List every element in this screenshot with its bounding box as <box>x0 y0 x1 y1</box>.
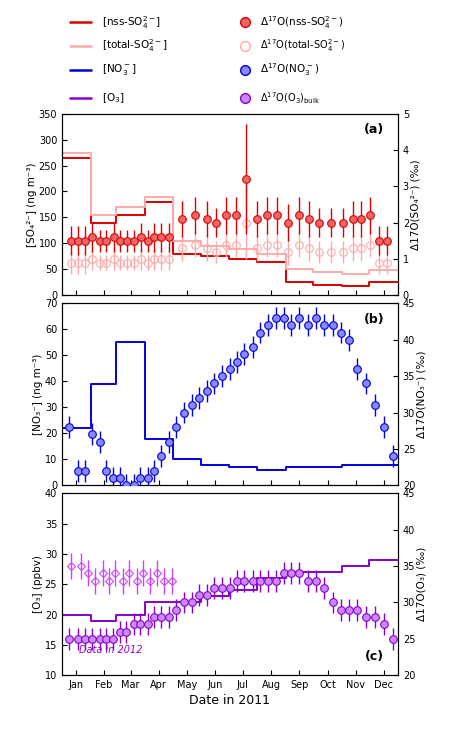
Text: $\Delta^{17}$O(O$_3$)$_\mathregular{bulk}$: $\Delta^{17}$O(O$_3$)$_\mathregular{bulk… <box>260 91 319 106</box>
Text: (c): (c) <box>364 650 384 663</box>
Text: (a): (a) <box>364 123 384 136</box>
Y-axis label: [O₃] (ppbv): [O₃] (ppbv) <box>34 556 43 613</box>
Text: (b): (b) <box>363 312 384 326</box>
Y-axis label: [SO₄²⁻] (ng m⁻³): [SO₄²⁻] (ng m⁻³) <box>27 162 37 247</box>
Y-axis label: Δ17O(O₃) (‰): Δ17O(O₃) (‰) <box>416 548 426 621</box>
X-axis label: Date in 2011: Date in 2011 <box>189 694 270 707</box>
Text: [total-SO$_4^{2-}$]: [total-SO$_4^{2-}$] <box>102 37 168 54</box>
Y-axis label: Δ17O(NO₃⁻) (‰): Δ17O(NO₃⁻) (‰) <box>416 350 426 438</box>
Text: $\Delta^{17}$O(nss-SO$_4^{2-}$): $\Delta^{17}$O(nss-SO$_4^{2-}$) <box>260 14 343 31</box>
Text: $\Delta^{17}$O(total-SO$_4^{2-}$): $\Delta^{17}$O(total-SO$_4^{2-}$) <box>260 37 344 54</box>
Text: [O$_3$]: [O$_3$] <box>102 91 124 105</box>
Y-axis label: Δ17O(SO₄²⁻) (‰): Δ17O(SO₄²⁻) (‰) <box>409 159 420 250</box>
Text: [NO$_3^-$]: [NO$_3^-$] <box>102 62 137 77</box>
Text: [nss-SO$_4^{2-}$]: [nss-SO$_4^{2-}$] <box>102 14 161 31</box>
Text: Data in 2012: Data in 2012 <box>79 645 142 656</box>
Text: $\Delta^{17}$O(NO$_3^-$): $\Delta^{17}$O(NO$_3^-$) <box>260 61 319 78</box>
Y-axis label: [NO₃⁻] (ng m⁻³): [NO₃⁻] (ng m⁻³) <box>34 354 44 435</box>
